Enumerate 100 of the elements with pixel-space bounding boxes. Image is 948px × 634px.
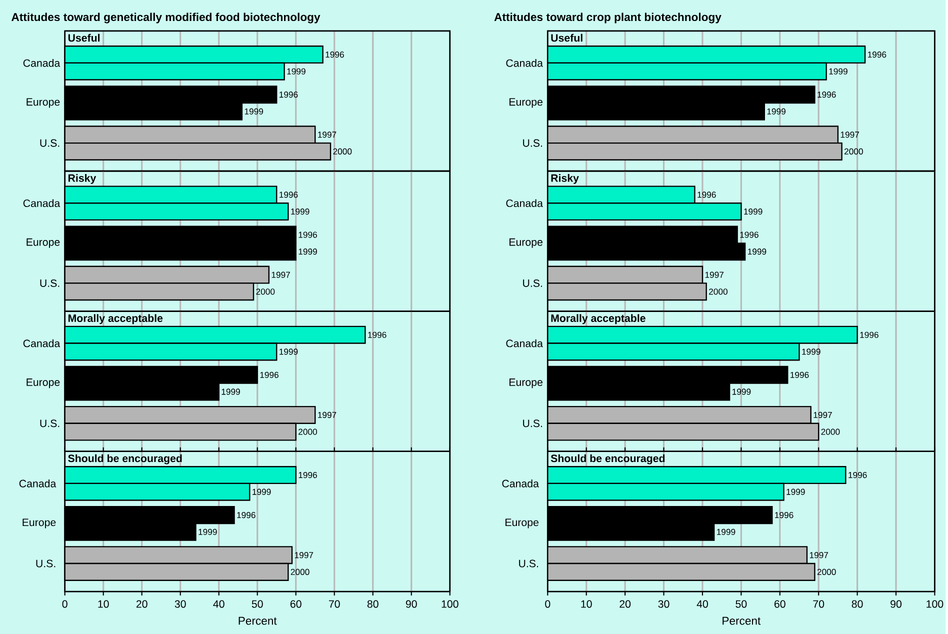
y-tick-label: U.S. [40, 139, 60, 147]
series-label: 1999 [287, 68, 306, 74]
y-tick-label: Europe [26, 378, 60, 388]
text: 1999 [802, 348, 820, 355]
y-tick-label: U.S. [519, 560, 538, 568]
text: 1996 [280, 91, 298, 98]
x-tick-label: 50 [736, 600, 747, 608]
series-label: 1999 [222, 388, 240, 395]
x-tick-label: 100 [926, 600, 944, 608]
series-label: 1999 [829, 68, 848, 74]
y-tick-label: Europe [26, 98, 60, 108]
chart-subtitle: Risky [551, 174, 579, 184]
x-tick-label: 70 [813, 600, 824, 608]
text: 1999 [198, 528, 217, 535]
series-label: 1996 [298, 472, 317, 478]
y-tick-label: U.S. [40, 279, 60, 287]
series-label: 2000 [709, 288, 728, 294]
text: 1996 [775, 512, 794, 518]
series-label: 2000 [844, 148, 863, 154]
text: 1999 [744, 208, 762, 214]
chart-subtitle: Risky [68, 174, 96, 184]
y-tick-label: U.S. [523, 419, 542, 427]
y-tick-label: Europe [510, 378, 542, 388]
series-label: 2000 [333, 148, 352, 154]
y-tick-label: Canada [506, 198, 543, 207]
x-axis-title: Percent [238, 616, 277, 625]
series-label: 1997 [840, 131, 859, 138]
chart-subtitle: Morally acceptable [68, 314, 163, 324]
series-label: 1996 [326, 51, 344, 58]
x-tick-label: 10 [581, 600, 592, 608]
x-tick-label: 40 [213, 600, 224, 608]
text: 1999 [291, 208, 310, 214]
series-label: 1999 [786, 488, 805, 495]
x-tick-label: 0 [545, 600, 550, 608]
series-label: 1999 [748, 248, 766, 254]
series-label: 1999 [298, 248, 317, 254]
series-label: 1996 [848, 472, 867, 478]
x-tick-label: 100 [442, 600, 458, 608]
series-label: 1996 [368, 332, 386, 338]
text: 1996 [280, 191, 298, 198]
x-tick-label: 70 [329, 600, 340, 608]
series-label: 2000 [256, 288, 275, 294]
series-label: 1997 [810, 552, 828, 558]
series-label: 1996 [818, 91, 836, 98]
chart-subtitle: Useful [68, 34, 100, 42]
series-label: 1997 [272, 272, 290, 278]
y-tick-label: U.S. [523, 139, 542, 147]
chart-subtitle: Morally acceptable [551, 314, 646, 324]
series-label: 2000 [817, 568, 836, 575]
chart-subtitle: Useful [551, 34, 582, 42]
series-label: 2000 [298, 428, 318, 435]
y-tick-label: Canada [506, 58, 543, 67]
x-tick-label: 90 [406, 600, 417, 608]
text: 1999 [767, 108, 786, 114]
y-tick-label: Canada [502, 479, 539, 488]
y-tick-label: Europe [26, 238, 60, 248]
x-tick-label: 80 [852, 600, 863, 608]
text: 1996 [868, 51, 886, 58]
series-label: 1999 [252, 488, 271, 495]
y-tick-label: Canada [23, 339, 60, 347]
text: 1996 [260, 372, 278, 378]
chart-title: Attitudes toward crop plant biotechnology [494, 12, 722, 24]
series-label: 1999 [732, 388, 751, 395]
text: 1999 [244, 108, 264, 114]
y-tick-label: U.S. [36, 560, 56, 568]
x-tick-label: 30 [658, 600, 670, 608]
x-tick-label: 80 [367, 600, 378, 608]
x-tick-label: 10 [98, 600, 109, 608]
x-tick-label: 90 [890, 600, 902, 608]
y-tick-label: Europe [510, 238, 542, 248]
text: 1996 [860, 332, 878, 338]
x-tick-label: 30 [174, 600, 186, 608]
x-tick-label: 40 [696, 600, 708, 608]
text: 1996 [237, 512, 256, 518]
x-tick-label: 20 [136, 600, 148, 608]
chart-subtitle: Should be encouraged [550, 454, 665, 464]
y-tick-label: U.S. [40, 419, 60, 427]
series-label: 1996 [790, 372, 809, 378]
x-axis-title: Percent [722, 616, 761, 625]
series-label: 1997 [318, 412, 336, 418]
y-tick-label: Canada [19, 479, 56, 488]
series-label: 1997 [705, 272, 724, 278]
y-tick-label: Canada [23, 58, 60, 67]
y-tick-label: Europe [22, 518, 56, 528]
text: 1999 [717, 528, 736, 535]
y-tick-label: U.S. [523, 279, 542, 287]
x-tick-label: 60 [290, 600, 302, 608]
series-label: 1997 [814, 412, 832, 418]
series-label: 1997 [318, 131, 336, 138]
series-label: 2000 [290, 568, 310, 575]
y-tick-label: Canada [506, 339, 543, 347]
x-tick-label: 0 [62, 600, 68, 608]
series-label: 2000 [821, 428, 840, 435]
chart-subtitle: Should be encouraged [68, 454, 182, 464]
text: 1999 [280, 348, 298, 355]
x-tick-label: 20 [620, 600, 631, 608]
chart-title: Attitudes toward genetically modified food biotechnology [12, 12, 320, 24]
series-label: 1997 [294, 552, 314, 558]
x-tick-label: 60 [774, 600, 786, 608]
y-tick-label: Europe [506, 518, 538, 528]
